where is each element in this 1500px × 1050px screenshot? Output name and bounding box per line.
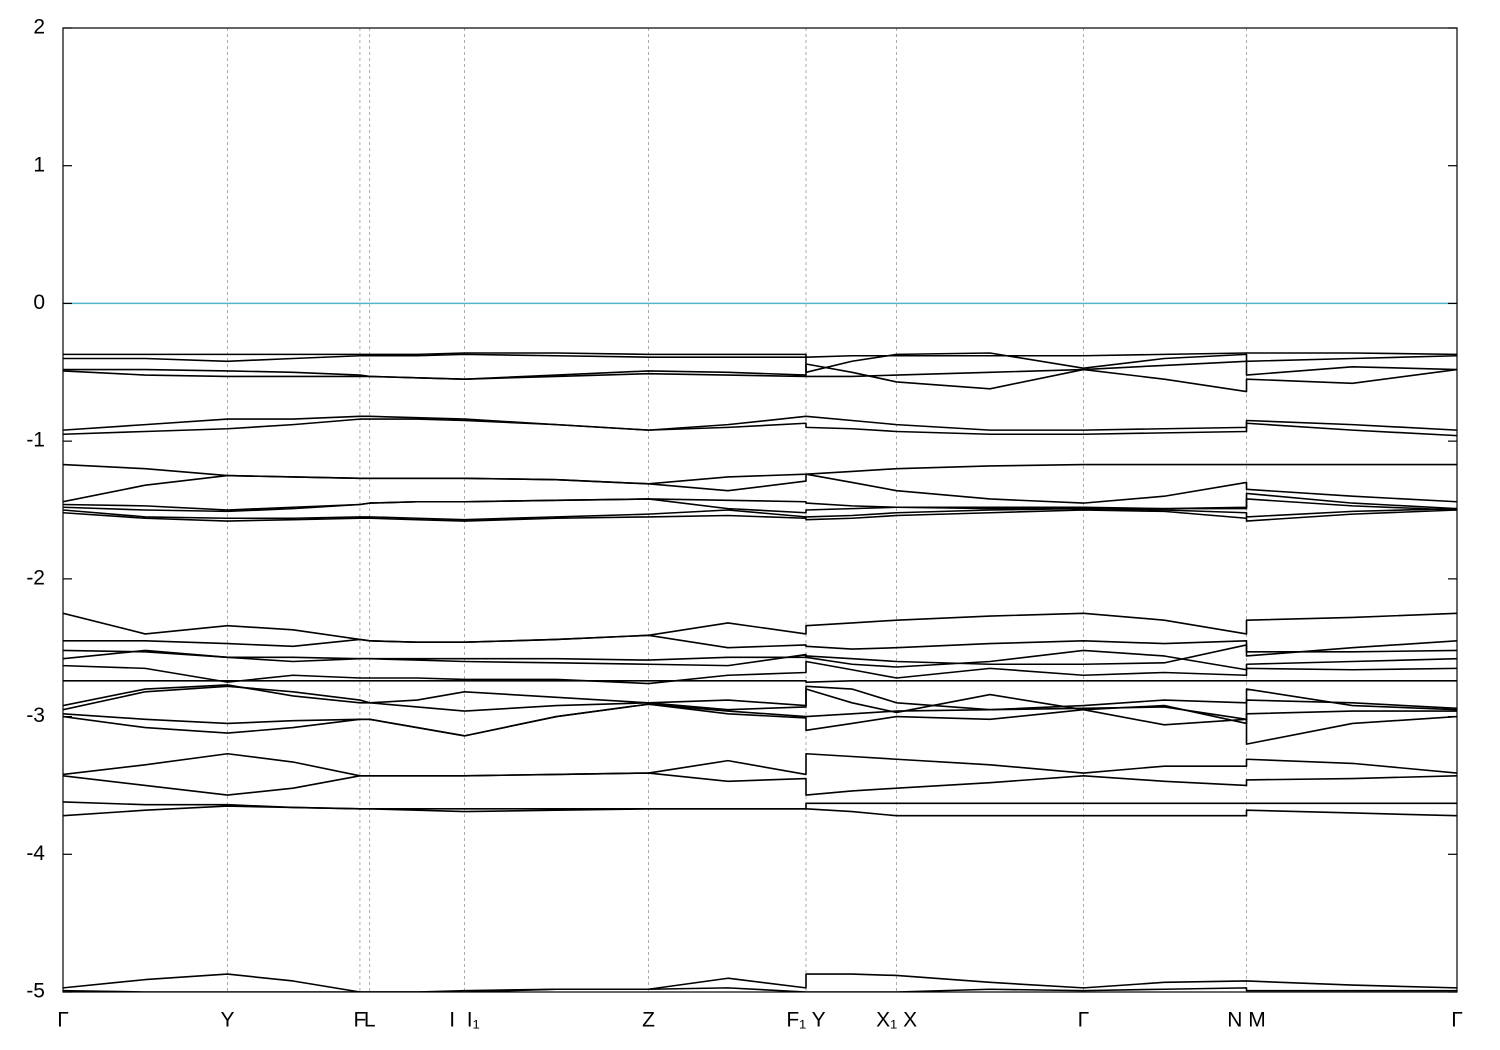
x-tick-label: L [364,1009,376,1032]
y-tick-label: -2 [26,566,45,589]
x-tick-label: X₁ X [876,1009,917,1032]
y-tick-label: 1 [33,153,45,176]
axes: -5 -4 -3 -2 -1 0 1 2 Γ Y FL I I₁ Z F₁ Y X₁ X Γ N M Γ [26,16,1462,1032]
band-line [63,492,1457,511]
plot-frame [62,27,1458,993]
band-line [63,703,1457,737]
band-line [63,509,1457,522]
band-line [63,649,1457,671]
band-line [63,354,1457,380]
x-tick-label: N M [1227,1009,1266,1032]
band-line [63,507,1457,521]
band-line [63,634,1457,657]
x-tick-label: Γ [1451,1009,1463,1032]
x-tick-label: Z [642,1009,655,1032]
band-line [63,498,1457,514]
band-line [63,352,1457,358]
band-line [63,752,1457,777]
band-line [63,644,1457,666]
x-tick-label: Γ [57,1009,69,1032]
band-line [63,679,1457,683]
band-line [63,660,1457,685]
band-line [63,363,1457,393]
band-line [63,805,1457,817]
band-line [63,685,1457,725]
x-tick-label: Γ [1078,1009,1090,1032]
x-tick-label: F₁ Y [786,1009,825,1032]
band-line [63,415,1457,431]
y-tick-label: -3 [26,704,45,727]
band-line [63,987,1457,992]
band-line [63,463,1457,485]
band-line [63,684,1457,711]
y-tick-label: -5 [26,980,45,1003]
y-tick-label: 0 [33,291,45,314]
bands [63,302,1457,992]
band-line [63,473,1457,504]
y-tick-label: 2 [33,16,45,39]
band-line [63,352,1457,376]
x-tick-label: Y [220,1009,234,1032]
x-tick-label: F [354,1009,367,1032]
y-tick-label: -1 [26,429,45,452]
band-line [63,973,1457,992]
x-tick-label: I I₁ [449,1009,479,1032]
y-tick-label: -4 [26,842,45,865]
band-line [63,703,1457,745]
band-line [63,772,1457,796]
band-line [63,418,1457,437]
band-line [63,612,1457,644]
